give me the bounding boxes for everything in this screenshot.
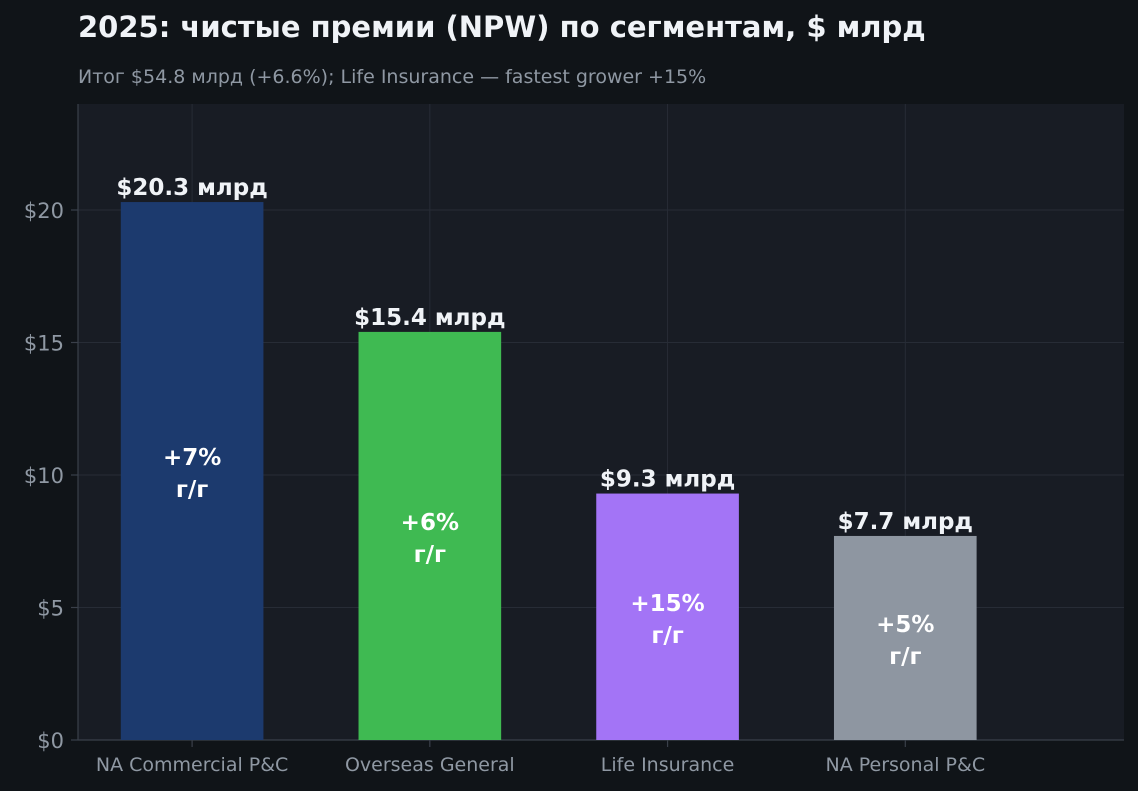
y-tick-label: $15 [24, 332, 64, 356]
growth-unit-label: г/г [651, 623, 683, 649]
chart-subtitle: Итог $54.8 млрд (+6.6%); Life Insurance … [78, 66, 707, 88]
y-tick-label: $20 [24, 199, 64, 223]
growth-unit-label: г/г [414, 542, 446, 568]
bars [120, 202, 977, 741]
chart-title: 2025: чистые премии (NPW) по сегментам, … [78, 10, 926, 44]
value-label: $15.4 млрд [354, 305, 505, 331]
y-tick-label: $10 [24, 464, 64, 488]
y-tick-label: $5 [37, 597, 64, 621]
bar [833, 535, 977, 740]
bar [120, 202, 264, 741]
y-tick-label: $0 [37, 729, 64, 753]
x-tick-label: NA Personal P&C [825, 754, 985, 776]
data-labels: $20.3 млрд +7% г/г $15.4 млрд +6% г/г $9.3 млр… [116, 175, 973, 670]
growth-label: +5% [876, 612, 934, 638]
growth-label: +6% [401, 510, 459, 536]
growth-unit-label: г/г [176, 477, 208, 503]
value-label: $7.7 млрд [838, 509, 973, 535]
bar [596, 493, 739, 740]
growth-label: +15% [630, 591, 704, 617]
bar [358, 331, 502, 740]
value-label: $9.3 млрд [600, 467, 735, 493]
growth-unit-label: г/г [889, 644, 921, 670]
x-tick-label: Life Insurance [601, 754, 735, 776]
growth-label: +7% [163, 445, 221, 471]
value-label: $20.3 млрд [116, 175, 267, 201]
x-tick-label: Overseas General [345, 754, 515, 776]
x-tick-label: NA Commercial P&C [96, 754, 288, 776]
